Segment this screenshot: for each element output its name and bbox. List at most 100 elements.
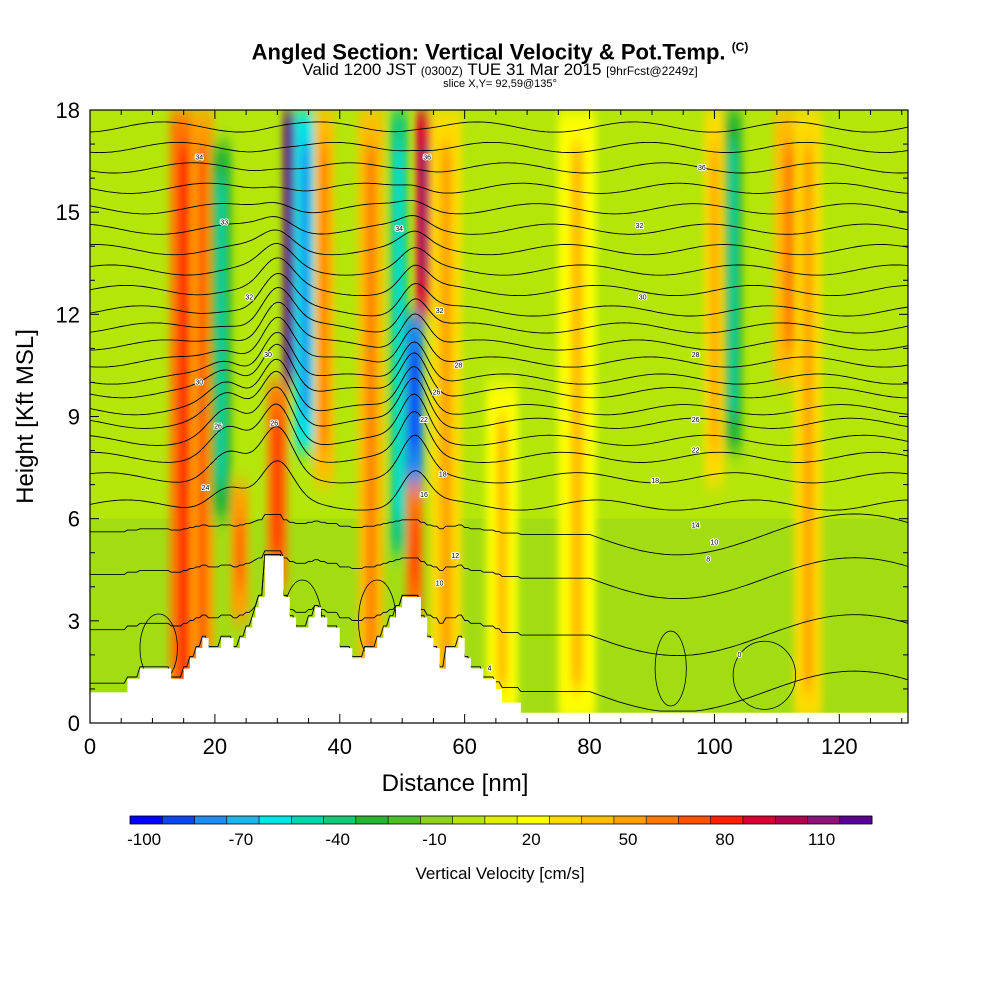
isentrope-line: [90, 287, 908, 334]
velocity-column-core: [440, 144, 452, 689]
isentrope-label: 4: [488, 666, 492, 673]
y-tick-label: 12: [56, 302, 80, 327]
y-tick-label: 6: [68, 507, 80, 532]
colorbar-swatch: [807, 816, 841, 824]
velocity-column-core: [411, 518, 418, 587]
subtitle-date: TUE 31 Mar 2015: [467, 60, 602, 79]
isentrope-label: 30: [264, 352, 272, 359]
chart-title-text: Angled Section: Vertical Velocity & Pot.…: [251, 39, 726, 65]
isentrope-label: 34: [195, 155, 203, 162]
colorbar-tick-label: 50: [619, 830, 638, 849]
isentrope-line: [90, 273, 908, 317]
chart-title: Angled Section: Vertical Velocity & Pot.…: [0, 34, 1000, 65]
isentrope-line: [90, 553, 908, 657]
isentrope-line: [90, 460, 908, 511]
isentrope-label: 34: [395, 226, 403, 233]
isentrope-label: 28: [455, 362, 463, 369]
velocity-column-core: [421, 144, 427, 281]
isentrope-line: [90, 426, 908, 484]
isentrope-line: [90, 121, 908, 133]
plot-area: 34 33 32 30 30 26 26 24 36 34 32 28 26 22 18 16 12 10 36 32…: [90, 110, 908, 723]
y-tick-label: 0: [68, 711, 80, 736]
isentrope-labels: 34 33 32 30 30 26 26 24 36 34 32 28 26 22 18 16 12 10 36 32…: [194, 154, 742, 674]
isentrope-label: 26: [214, 424, 222, 431]
isentrope-line: [90, 242, 908, 276]
isentrope-label: 22: [692, 448, 700, 455]
velocity-column-core: [784, 144, 795, 349]
isentrope-label: 0: [737, 652, 741, 659]
isentrope-label: 30: [639, 294, 647, 301]
colorbar-swatch: [742, 816, 776, 824]
colorbar-tick-label: 80: [715, 830, 734, 849]
isentrope-line: [90, 199, 908, 215]
colorbar-swatch: [581, 816, 615, 824]
isentrope-label: 26: [692, 417, 700, 424]
colorbar-tick-label: -100: [127, 830, 161, 849]
colorbar-tick-label: 110: [808, 830, 835, 849]
isentrope-line: [90, 182, 908, 194]
isentrope-label: 26: [433, 390, 441, 397]
isentrope-line: [90, 316, 908, 368]
colorbar-swatch: [484, 816, 518, 824]
isentrope-line: [90, 301, 908, 351]
isentrope-label: 10: [711, 540, 719, 547]
velocity-column-core: [710, 144, 718, 451]
isentrope-line: [90, 403, 908, 463]
isentrope-label: 22: [420, 417, 428, 424]
colorbar-swatch: [226, 816, 260, 824]
colorbar-swatch: [839, 816, 873, 824]
x-tick-label: 0: [84, 734, 96, 759]
colorbar-swatch: [549, 816, 583, 824]
isentrope-label: 16: [420, 492, 428, 499]
velocity-column-core: [320, 144, 328, 451]
isentrope-label: 24: [202, 485, 210, 492]
colorbar-swatch: [388, 816, 421, 824]
isentrope-line: [90, 141, 908, 154]
x-tick-label: 60: [452, 734, 476, 759]
isentrope-label: 36: [423, 155, 431, 162]
colorbar-swatch: [291, 816, 324, 824]
velocity-column-core: [570, 144, 584, 689]
colorbar-swatch: [710, 816, 744, 824]
velocity-column-core: [178, 144, 189, 689]
colorbar-swatch: [678, 816, 712, 824]
velocity-column-core: [366, 144, 376, 689]
isentrope-line: [90, 162, 908, 174]
isentropes: [90, 121, 908, 712]
chart-title-mark: (C): [731, 40, 749, 54]
isentrope-cell: [654, 630, 687, 707]
isentrope-label: 36: [698, 165, 706, 172]
isentrope-label: 12: [451, 553, 459, 560]
colorbar-swatch: [775, 816, 808, 824]
colorbar-tick-label: -40: [325, 830, 350, 849]
y-tick-label: 9: [68, 405, 80, 430]
terrain: [90, 556, 908, 723]
chart-subtitle: Valid 1200 JST (0300Z) TUE 31 Mar 2015 […: [0, 61, 1000, 80]
isentrope-line: [90, 215, 908, 235]
colorbar-swatch: [259, 816, 292, 824]
colorbar-tick-label: -70: [229, 830, 254, 849]
colorbar-swatch: [646, 816, 679, 824]
slice-info: slice X,Y= 92,59@135°: [443, 78, 557, 90]
colorbar-tick-label: 20: [522, 830, 541, 849]
isentrope-label: 30: [195, 379, 203, 386]
colorbar-swatch: [355, 816, 389, 824]
subtitle-valid: Valid 1200 JST: [302, 60, 417, 79]
isentrope-label: 8: [706, 557, 710, 564]
colorbar-swatch: [517, 816, 550, 824]
isentrope-label: 28: [692, 352, 700, 359]
y-tick-label: 18: [56, 98, 80, 123]
colorbar-swatch: [452, 816, 486, 824]
colorbar-label: Vertical Velocity [cm/s]: [415, 864, 585, 883]
y-axis-label: Height [Kft MSL]: [12, 329, 39, 504]
isentrope-label: 33: [220, 219, 228, 226]
colorbar-swatch: [613, 816, 647, 824]
x-tick-label: 80: [577, 734, 601, 759]
colorbar-frame: [129, 815, 873, 825]
isentrope-line: [90, 331, 908, 385]
isentrope-line: [90, 370, 908, 429]
velocity-column-core: [496, 416, 508, 689]
